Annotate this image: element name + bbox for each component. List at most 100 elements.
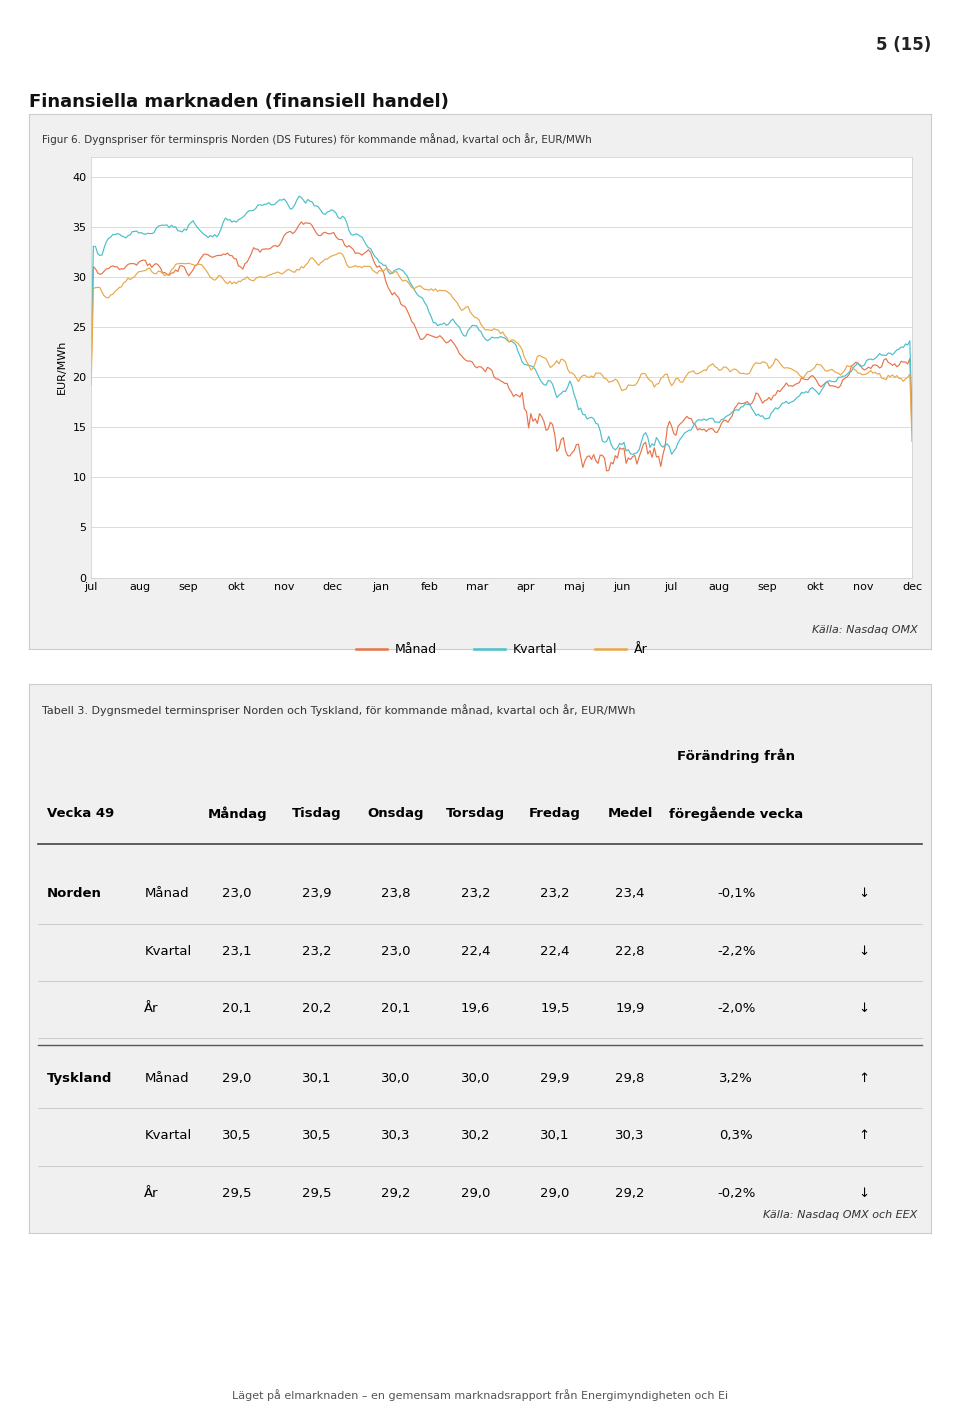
Text: 22,4: 22,4: [461, 944, 491, 958]
Text: Månad: Månad: [144, 1072, 189, 1085]
Kvartal: [85, 347, 97, 364]
År: [334, 244, 346, 261]
Text: 19,6: 19,6: [461, 1002, 491, 1015]
Text: År: År: [144, 1186, 159, 1199]
Månad: [718, 412, 730, 429]
Text: 30,5: 30,5: [223, 1129, 252, 1142]
Text: Torsdag: Torsdag: [446, 807, 505, 820]
Månad: [296, 214, 307, 231]
Text: -2,2%: -2,2%: [717, 944, 756, 958]
Text: Finansiella marknaden (finansiell handel): Finansiella marknaden (finansiell handel…: [29, 93, 448, 111]
Månad: [698, 421, 709, 438]
Månad: [540, 422, 552, 439]
Kvartal: [698, 411, 709, 428]
Text: 0,3%: 0,3%: [719, 1129, 753, 1142]
Text: 23,2: 23,2: [301, 944, 331, 958]
Text: Vecka 49: Vecka 49: [47, 807, 114, 820]
Text: 29,9: 29,9: [540, 1072, 569, 1085]
Text: Onsdag: Onsdag: [368, 807, 424, 820]
Kvartal: [232, 211, 244, 228]
Text: Figur 6. Dygnspriser för terminspris Norden (DS Futures) för kommande månad, kva: Figur 6. Dygnspriser för terminspris Nor…: [42, 133, 592, 144]
Kvartal: [454, 318, 466, 335]
Text: 5 (15): 5 (15): [876, 36, 931, 54]
Månad: [575, 448, 587, 465]
Text: Måndag: Måndag: [207, 806, 267, 820]
Legend: Månad, Kvartal, År: Månad, Kvartal, År: [350, 639, 653, 662]
Line: Kvartal: Kvartal: [91, 197, 912, 455]
Text: Källa: Nasdaq OMX: Källa: Nasdaq OMX: [812, 626, 918, 636]
Text: 3,2%: 3,2%: [719, 1072, 753, 1085]
Y-axis label: EUR/MWh: EUR/MWh: [57, 339, 66, 395]
Text: Tyskland: Tyskland: [47, 1072, 112, 1085]
Text: föregående vecka: föregående vecka: [669, 806, 804, 820]
Text: 19,5: 19,5: [540, 1002, 570, 1015]
Text: 29,0: 29,0: [223, 1072, 252, 1085]
Månad: [906, 422, 918, 439]
Text: 23,9: 23,9: [301, 887, 331, 900]
Text: 29,5: 29,5: [223, 1186, 252, 1199]
Text: ↓: ↓: [858, 1002, 870, 1015]
Text: 30,2: 30,2: [461, 1129, 491, 1142]
Text: 29,5: 29,5: [301, 1186, 331, 1199]
Text: 23,4: 23,4: [615, 887, 645, 900]
Text: 23,1: 23,1: [223, 944, 252, 958]
År: [906, 434, 918, 451]
Text: -0,1%: -0,1%: [717, 887, 756, 900]
Text: 29,0: 29,0: [461, 1186, 491, 1199]
Text: 20,2: 20,2: [301, 1002, 331, 1015]
Månad: [85, 361, 97, 378]
Text: Förändring från: Förändring från: [677, 749, 795, 763]
Text: Kvartal: Kvartal: [144, 944, 192, 958]
Text: Kvartal: Kvartal: [144, 1129, 192, 1142]
År: [232, 272, 244, 289]
Kvartal: [718, 411, 730, 428]
Text: Läget på elmarknaden – en gemensam marknadsrapport från Energimyndigheten och Ei: Läget på elmarknaden – en gemensam markn…: [232, 1389, 728, 1400]
Text: 29,2: 29,2: [381, 1186, 411, 1199]
Text: 29,8: 29,8: [615, 1072, 645, 1085]
Line: Månad: Månad: [91, 222, 912, 471]
Text: -0,2%: -0,2%: [717, 1186, 756, 1199]
Kvartal: [540, 376, 552, 394]
Text: ↓: ↓: [858, 1186, 870, 1199]
Text: 23,0: 23,0: [223, 887, 252, 900]
År: [575, 369, 587, 386]
Text: ↑: ↑: [858, 1129, 870, 1142]
Kvartal: [575, 399, 587, 416]
Text: 30,3: 30,3: [615, 1129, 645, 1142]
Text: ↑: ↑: [858, 1072, 870, 1085]
Text: 29,2: 29,2: [615, 1186, 645, 1199]
År: [85, 376, 97, 394]
Text: 22,4: 22,4: [540, 944, 570, 958]
Text: 30,0: 30,0: [461, 1072, 491, 1085]
År: [454, 298, 466, 315]
Text: Månad: Månad: [144, 887, 189, 900]
Månad: [232, 258, 244, 275]
Text: Tabell 3. Dygnsmedel terminspriser Norden och Tyskland, för kommande månad, kvar: Tabell 3. Dygnsmedel terminspriser Norde…: [42, 703, 636, 716]
Text: 23,0: 23,0: [381, 944, 411, 958]
Text: 20,1: 20,1: [381, 1002, 411, 1015]
Text: 30,1: 30,1: [540, 1129, 570, 1142]
Text: ↓: ↓: [858, 887, 870, 900]
Line: År: År: [91, 252, 912, 442]
Kvartal: [906, 409, 918, 426]
Text: 23,2: 23,2: [461, 887, 491, 900]
Text: 19,9: 19,9: [615, 1002, 645, 1015]
Text: 30,3: 30,3: [381, 1129, 411, 1142]
Text: Norden: Norden: [47, 887, 102, 900]
Text: 30,0: 30,0: [381, 1072, 411, 1085]
År: [540, 349, 552, 366]
År: [696, 364, 708, 381]
Text: Källa: Nasdaq OMX och EEX: Källa: Nasdaq OMX och EEX: [763, 1209, 918, 1219]
Kvartal: [294, 188, 305, 205]
Månad: [454, 345, 466, 362]
Text: År: År: [144, 1002, 159, 1015]
Text: Tisdag: Tisdag: [292, 807, 342, 820]
Text: ↓: ↓: [858, 944, 870, 958]
Text: 30,1: 30,1: [301, 1072, 331, 1085]
Text: 20,1: 20,1: [223, 1002, 252, 1015]
Text: 23,2: 23,2: [540, 887, 570, 900]
Text: 30,5: 30,5: [301, 1129, 331, 1142]
Text: -2,0%: -2,0%: [717, 1002, 756, 1015]
Text: 29,0: 29,0: [540, 1186, 569, 1199]
Månad: [601, 462, 612, 479]
